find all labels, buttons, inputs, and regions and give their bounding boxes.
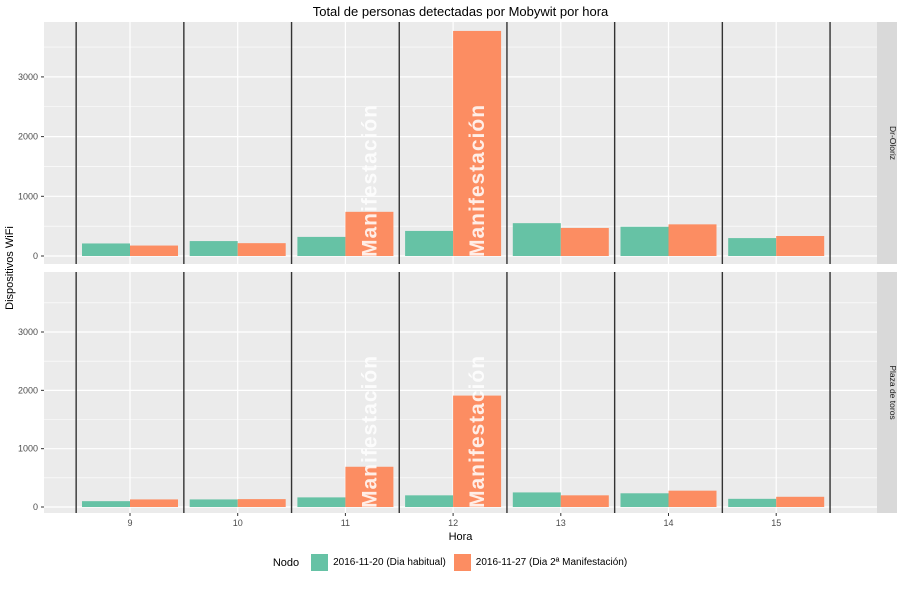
bar-orange-h15[interactable] bbox=[776, 236, 825, 256]
legend-swatch-orange-icon bbox=[453, 554, 471, 571]
annotation-manifestacion: Manifestación bbox=[466, 104, 489, 257]
bar-green-h13[interactable] bbox=[512, 492, 561, 507]
legend: Nodo 2016-11-20 (Dia habitual) 2016-11-2… bbox=[0, 554, 900, 571]
legend-swatch-green-icon bbox=[311, 554, 329, 571]
y-tick-label: 0 bbox=[33, 502, 38, 512]
y-tick-label: 2000 bbox=[18, 132, 38, 142]
annotation-manifestacion: Manifestación bbox=[358, 104, 381, 257]
x-tick-label: 13 bbox=[556, 518, 566, 528]
bar-green-h14[interactable] bbox=[620, 226, 669, 256]
bar-orange-h11[interactable] bbox=[345, 211, 394, 256]
bar-orange-h14[interactable] bbox=[668, 490, 717, 507]
bar-green-h10[interactable] bbox=[189, 499, 238, 507]
legend-item-habitual: 2016-11-20 (Dia habitual) bbox=[311, 554, 446, 571]
bar-green-h12[interactable] bbox=[405, 495, 454, 507]
bar-orange-h12[interactable] bbox=[453, 395, 502, 507]
bar-orange-h12[interactable] bbox=[453, 30, 502, 256]
y-tick-label: 3000 bbox=[18, 72, 38, 82]
x-axis-title: Hora bbox=[448, 531, 473, 543]
facet-strip-label: Plaza de toros bbox=[888, 365, 898, 419]
bar-orange-h11[interactable] bbox=[345, 466, 394, 507]
bar-orange-h13[interactable] bbox=[560, 227, 609, 256]
bar-orange-h15[interactable] bbox=[776, 496, 825, 507]
bar-green-h9[interactable] bbox=[82, 501, 130, 507]
y-tick-label: 3000 bbox=[18, 327, 38, 337]
facet-strip-label: Dr-Oloriz bbox=[888, 126, 898, 160]
y-tick-label: 2000 bbox=[18, 385, 38, 395]
facet-strip-1 bbox=[877, 272, 897, 513]
bar-green-h10[interactable] bbox=[189, 241, 238, 256]
legend-label-habitual: 2016-11-20 (Dia habitual) bbox=[333, 557, 446, 568]
y-tick-label: 0 bbox=[33, 251, 38, 261]
bar-green-h14[interactable] bbox=[620, 493, 669, 507]
bar-green-h11[interactable] bbox=[297, 497, 346, 507]
y-tick-label: 1000 bbox=[18, 191, 38, 201]
annotation-manifestacion: Manifestación bbox=[358, 355, 381, 508]
bar-orange-h10[interactable] bbox=[237, 243, 286, 256]
annotation-manifestacion: Manifestación bbox=[466, 355, 489, 508]
bar-green-h15[interactable] bbox=[728, 238, 777, 256]
bar-orange-h10[interactable] bbox=[237, 499, 286, 507]
bar-green-h11[interactable] bbox=[297, 236, 346, 256]
x-tick-label: 9 bbox=[127, 518, 132, 528]
bar-green-h9[interactable] bbox=[82, 243, 130, 256]
x-tick-label: 15 bbox=[771, 518, 781, 528]
x-tick-label: 12 bbox=[448, 518, 458, 528]
legend-title: Nodo bbox=[272, 556, 300, 569]
x-tick-label: 14 bbox=[663, 518, 673, 528]
x-tick-label: 11 bbox=[341, 518, 350, 528]
legend-item-manifestacion: 2016-11-27 (Dia 2ª Manifestación) bbox=[453, 554, 628, 571]
bar-orange-h9[interactable] bbox=[130, 245, 178, 256]
bar-orange-h9[interactable] bbox=[130, 499, 178, 507]
y-axis-title: Dispositivos WiFi bbox=[4, 226, 16, 310]
y-tick-label: 1000 bbox=[18, 444, 38, 454]
bar-green-h13[interactable] bbox=[512, 223, 561, 256]
facet-strip-0 bbox=[877, 22, 897, 264]
legend-label-manifestacion: 2016-11-27 (Dia 2ª Manifestación) bbox=[475, 557, 628, 568]
bar-orange-h13[interactable] bbox=[560, 495, 609, 507]
bar-orange-h14[interactable] bbox=[668, 224, 717, 256]
chart-title: Total de personas detectadas por Mobywit… bbox=[312, 4, 609, 19]
x-tick-label: 10 bbox=[233, 518, 243, 528]
bar-green-h12[interactable] bbox=[405, 230, 454, 256]
bar-green-h15[interactable] bbox=[728, 498, 777, 507]
